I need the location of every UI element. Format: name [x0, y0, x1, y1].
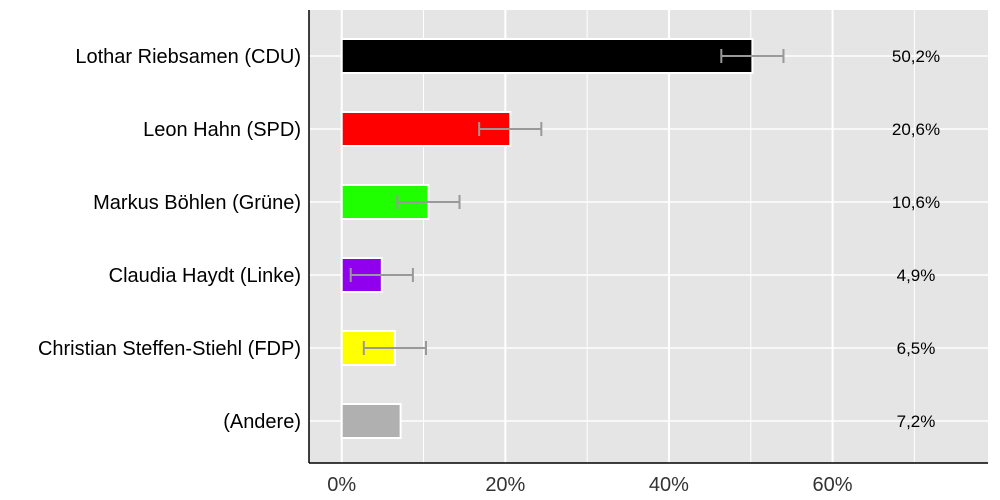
- plot-background: [309, 10, 988, 463]
- value-label: 6,5%: [897, 339, 936, 358]
- category-label: Christian Steffen-Stiehl (FDP): [38, 338, 301, 360]
- category-label: (Andere): [223, 411, 301, 433]
- category-label: Lothar Riebsamen (CDU): [75, 46, 301, 68]
- category-label: Markus Böhlen (Grüne): [93, 192, 301, 214]
- error-bar: [396, 195, 461, 209]
- x-tick-label: 20%: [485, 474, 525, 496]
- x-tick-label: 0%: [327, 474, 356, 496]
- value-label: 4,9%: [897, 266, 936, 285]
- value-label: 50,2%: [892, 47, 940, 66]
- bar: [340, 403, 402, 439]
- error-bar: [720, 49, 785, 63]
- error-bar: [478, 122, 543, 136]
- x-tick-label: 40%: [649, 474, 689, 496]
- value-label: 20,6%: [892, 120, 940, 139]
- error-bar: [362, 341, 427, 355]
- value-label: 7,2%: [897, 412, 936, 431]
- category-label: Leon Hahn (SPD): [143, 119, 301, 141]
- category-label: Claudia Haydt (Linke): [109, 265, 301, 287]
- value-label: 10,6%: [892, 193, 940, 212]
- bar: [340, 38, 754, 74]
- error-bar: [349, 268, 414, 282]
- x-tick-label: 60%: [813, 474, 853, 496]
